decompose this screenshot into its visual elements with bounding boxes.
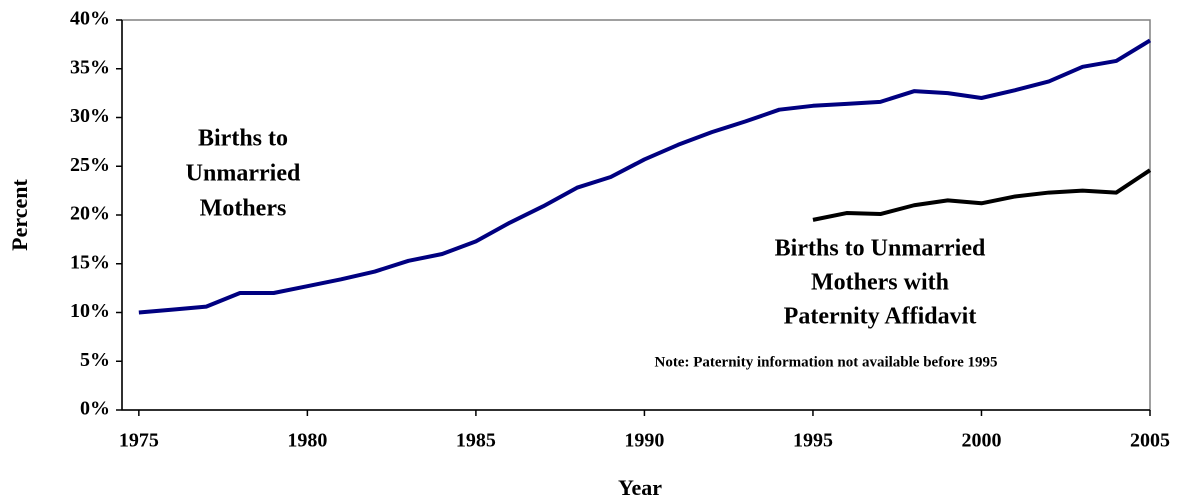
- y-tick-label: 35%: [70, 56, 110, 78]
- x-tick-label: 1985: [456, 430, 496, 452]
- x-tick-label: 1975: [119, 430, 159, 452]
- y-tick-label: 0%: [80, 398, 110, 420]
- annotation: Births to Unmarried: [775, 236, 986, 262]
- y-tick-label: 25%: [70, 154, 110, 176]
- y-tick-label: 5%: [80, 349, 110, 371]
- x-tick-label: 2005: [1130, 430, 1170, 452]
- series-line: [138, 38, 1152, 315]
- annotation: Mothers: [200, 196, 287, 222]
- x-axis-label: Year: [618, 475, 662, 500]
- y-tick-label: 10%: [70, 300, 110, 322]
- annotation: Mothers with: [811, 270, 949, 296]
- y-tick-label: 15%: [70, 251, 110, 273]
- y-axis-label: Percent: [7, 179, 32, 251]
- x-tick-label: 2000: [961, 430, 1001, 452]
- y-tick-label: 40%: [70, 8, 110, 30]
- annotation: Paternity Affidavit: [784, 304, 977, 330]
- x-tick-label: 1980: [287, 430, 327, 452]
- annotation: Note: Paternity information not availabl…: [654, 354, 997, 370]
- x-tick-label: 1995: [793, 430, 833, 452]
- annotation: Births to: [198, 126, 288, 152]
- x-tick-label: 1990: [624, 430, 664, 452]
- series-line: [812, 168, 1152, 222]
- y-tick-label: 30%: [70, 105, 110, 127]
- y-tick-label: 20%: [70, 203, 110, 225]
- annotation: Unmarried: [186, 161, 301, 187]
